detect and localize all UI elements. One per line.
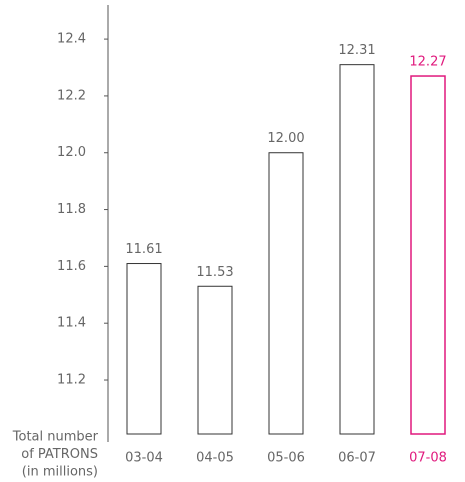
y-axis-label: of PATRONS [21, 447, 98, 462]
value-label: 11.53 [196, 265, 233, 280]
bar [126, 263, 162, 435]
bar [197, 285, 233, 435]
y-tick-label: 12.4 [57, 32, 86, 47]
y-tick-label: 11.2 [57, 373, 86, 388]
x-tick-label: 05-06 [267, 451, 305, 466]
bar [268, 152, 304, 435]
y-tick-label: 12.2 [57, 88, 86, 103]
x-tick-label: 06-07 [338, 451, 376, 466]
value-label: 11.61 [125, 242, 162, 257]
y-tick-label: 12.0 [57, 145, 86, 160]
value-label: 12.31 [338, 43, 375, 58]
x-tick-label: 07-08 [409, 451, 447, 466]
x-tick-label: 04-05 [196, 451, 234, 466]
y-tick-label: 11.8 [57, 202, 86, 217]
bar [339, 64, 375, 435]
value-label: 12.27 [409, 55, 446, 70]
value-label: 12.00 [267, 131, 304, 146]
x-tick-label: 03-04 [125, 451, 163, 466]
bar [410, 75, 446, 435]
y-tick-label: 11.4 [57, 316, 86, 331]
y-axis-label: (in millions) [22, 465, 98, 480]
y-axis-label: Total number [12, 430, 99, 445]
y-tick-label: 11.6 [57, 259, 86, 274]
